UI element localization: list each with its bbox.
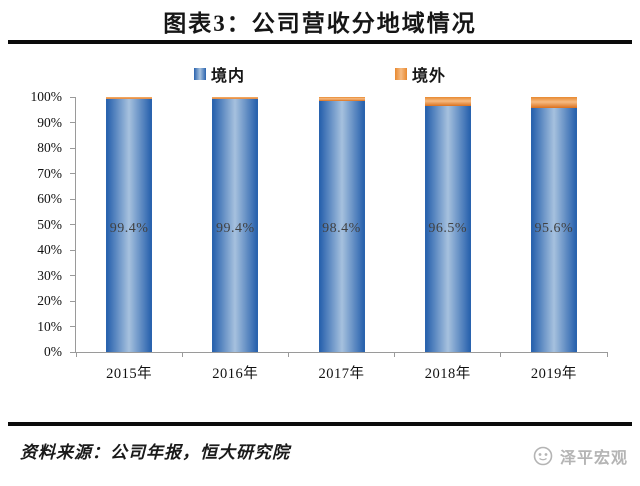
- x-axis-tick: [606, 352, 608, 357]
- x-axis-tick: [75, 352, 77, 357]
- y-axis-tick: [70, 300, 76, 302]
- bar-value-label: 98.4%: [322, 220, 361, 236]
- brand-watermark: 泽平宏观: [532, 444, 628, 468]
- bar-segment-overseas: [424, 97, 471, 106]
- y-axis-tick: [70, 198, 76, 200]
- x-axis-tick: [287, 352, 289, 357]
- bar-segment-overseas: [318, 97, 365, 102]
- y-axis-tick: [70, 249, 76, 251]
- x-axis-category-label: 2019年: [530, 366, 577, 382]
- y-axis-tick: [70, 147, 76, 149]
- y-axis-tick: [70, 173, 76, 174]
- y-axis-tick: [70, 96, 76, 98]
- bottom-divider-rule: [8, 422, 632, 426]
- y-axis-tick: [70, 351, 76, 353]
- bar-segment-overseas: [212, 97, 259, 99]
- overseas-series-swatch-icon: [395, 68, 407, 80]
- y-axis-label: 60%: [37, 191, 62, 206]
- y-axis-label: 100%: [30, 89, 63, 104]
- zeping-macro-logo-icon: [533, 446, 553, 466]
- bar-segment-overseas: [106, 97, 153, 99]
- bar-segment-domestic: [424, 105, 471, 352]
- y-axis-label: 0%: [44, 344, 62, 359]
- y-axis-label: 80%: [37, 140, 62, 155]
- y-axis-label: 20%: [37, 293, 62, 308]
- top-divider-rule: [8, 40, 632, 44]
- bar-segment-overseas: [530, 97, 577, 109]
- bar-value-label: 99.4%: [109, 220, 149, 236]
- chart-title: 图表3：公司营收分地域情况: [163, 11, 477, 36]
- y-axis-tick: [70, 122, 76, 123]
- brand-name: 泽平宏观: [559, 450, 628, 467]
- bar-value-label: 99.4%: [215, 220, 255, 236]
- legend-label-overseas: 境外: [412, 68, 447, 85]
- bar-value-label: 95.6%: [534, 220, 574, 236]
- legend-label-domestic: 境内: [210, 68, 245, 85]
- y-axis-label: 50%: [37, 216, 62, 232]
- bar-value-label: 96.5%: [428, 220, 468, 236]
- y-axis-label: 30%: [37, 267, 62, 283]
- bar-segment-domestic: [530, 108, 577, 352]
- x-axis-category-label: 2015年: [106, 366, 153, 382]
- y-axis-tick: [70, 224, 76, 225]
- x-axis-category-label: 2018年: [424, 366, 471, 382]
- y-axis-tick: [70, 275, 76, 276]
- legend: 境内 境外: [0, 62, 640, 86]
- bar-segment-domestic: [212, 98, 259, 352]
- x-axis-tick: [500, 352, 502, 357]
- source-note: 资料来源：公司年报，恒大研究院: [20, 443, 290, 462]
- y-axis-label: 90%: [37, 114, 62, 130]
- domestic-series-swatch-icon: [193, 68, 206, 80]
- x-axis-tick: [394, 352, 396, 357]
- y-axis-label: 70%: [37, 165, 62, 181]
- legend-item-domestic: 境内: [193, 62, 245, 86]
- x-axis-tick: [181, 352, 183, 357]
- x-axis-category-label: 2017年: [318, 366, 365, 382]
- y-axis-tick: [70, 326, 76, 327]
- y-axis-label: 40%: [37, 242, 62, 257]
- bar-segment-domestic: [318, 101, 365, 352]
- bar-segment-domestic: [106, 98, 153, 352]
- plot-area: 0% 10% 20% 30% 40% 50% 60% 70% 80% 90% 100% 99.4% 20…: [31, 89, 608, 382]
- y-axis-label: 10%: [37, 318, 62, 334]
- x-axis-category-label: 2016年: [212, 366, 259, 382]
- legend-item-overseas: 境外: [395, 62, 446, 86]
